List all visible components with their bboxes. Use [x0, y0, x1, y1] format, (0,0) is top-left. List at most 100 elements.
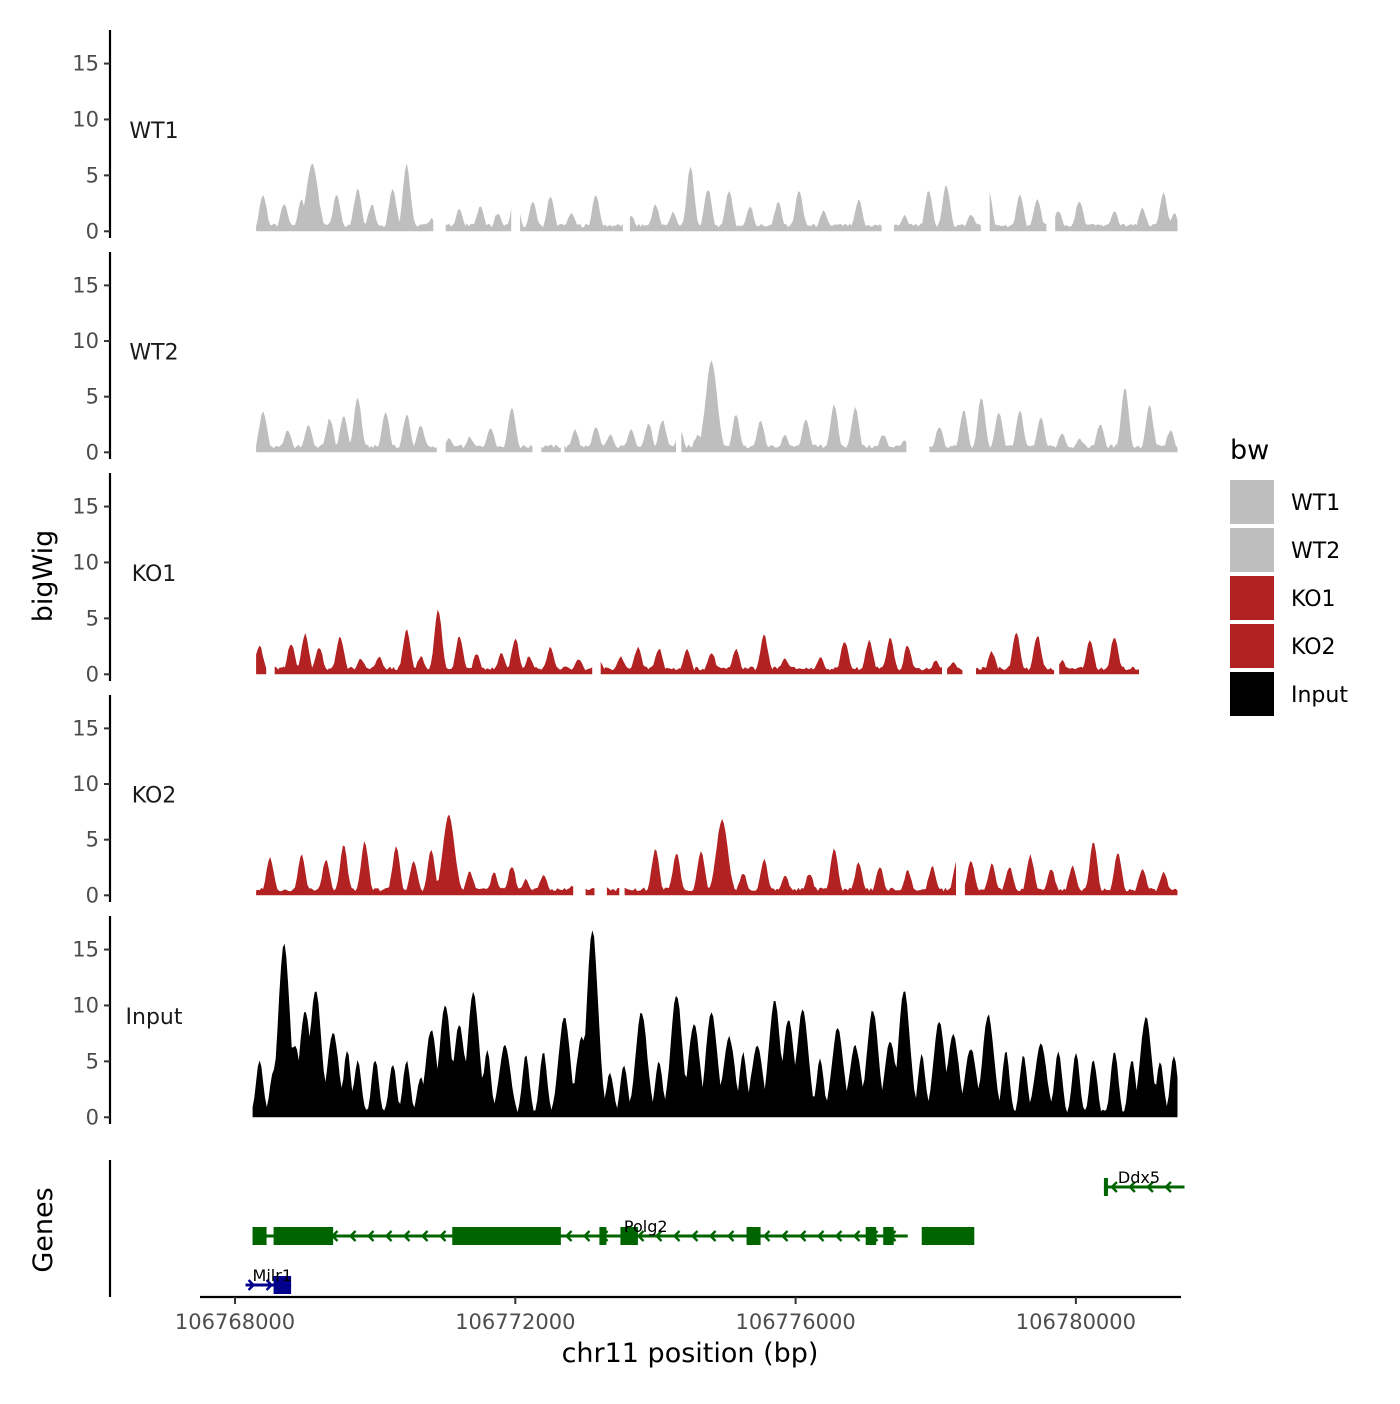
y-tick-label: 15	[72, 495, 99, 519]
track-label-ko2: KO2	[132, 784, 177, 809]
strand-arrow	[834, 1230, 843, 1242]
coverage-area-ko2	[964, 842, 1178, 896]
strand-arrow	[1146, 1181, 1154, 1193]
legend-item-wt2: WT2	[1230, 528, 1340, 572]
strand-arrow	[816, 1230, 825, 1242]
coverage-area-ko2	[256, 814, 574, 896]
legend-item-ko1: KO1	[1230, 576, 1336, 620]
coverage-area-input	[252, 930, 1178, 1118]
legend-swatch	[1230, 624, 1274, 668]
coverage-area-ko2	[585, 888, 595, 896]
exon	[273, 1276, 292, 1294]
y-tick-label: 0	[86, 219, 99, 243]
y-tick-label: 5	[86, 828, 99, 852]
strand-arrow	[1110, 1181, 1118, 1193]
legend-swatch	[1230, 576, 1274, 620]
y-tick-label: 10	[72, 107, 99, 131]
strand-arrow	[798, 1230, 807, 1242]
y-tick-label: 0	[86, 662, 99, 686]
exon	[883, 1227, 894, 1245]
exon	[599, 1227, 607, 1245]
strand-arrow	[726, 1230, 735, 1242]
exon	[865, 1227, 877, 1245]
exon	[252, 1227, 267, 1245]
coverage-area-wt1	[989, 192, 1047, 232]
exon	[921, 1227, 975, 1245]
y-tick-label: 10	[72, 550, 99, 574]
legend-title: bw	[1230, 435, 1269, 466]
strand-arrow	[366, 1230, 375, 1242]
legend-item-wt1: WT1	[1230, 480, 1340, 524]
strand-arrow	[708, 1230, 717, 1242]
legend-swatch	[1230, 480, 1274, 524]
coverage-area-wt1	[629, 166, 882, 232]
y-tick-label: 15	[72, 273, 99, 297]
strand-arrow	[852, 1230, 861, 1242]
legend-label: WT1	[1291, 491, 1340, 516]
coverage-area-ko2	[606, 887, 620, 896]
coverage-area-ko2	[624, 818, 956, 896]
track-label-ko1: KO1	[132, 562, 177, 587]
strand-arrow	[348, 1230, 357, 1242]
y-tick-label: 0	[86, 883, 99, 907]
coverage-area-ko1	[1059, 638, 1139, 675]
strand-arrow	[672, 1230, 681, 1242]
y-axis-title: bigWig	[28, 530, 59, 623]
legend-label: KO2	[1291, 635, 1336, 660]
track-label-input: Input	[126, 1005, 183, 1030]
y-tick-label: 0	[86, 1105, 99, 1129]
strand-arrow	[1164, 1181, 1172, 1193]
exon	[746, 1227, 761, 1245]
coverage-area-wt1	[520, 195, 623, 232]
track-panel-wt2: 0 5 10 15 WT2	[72, 252, 1178, 464]
y-tick-label: 5	[86, 385, 99, 409]
strand-arrow	[438, 1230, 447, 1242]
track-label-wt2: WT2	[129, 341, 178, 366]
y-tick-label: 15	[72, 716, 99, 740]
legend-item-input: Input	[1230, 672, 1348, 716]
track-label-wt1: WT1	[129, 119, 178, 144]
x-tick-label: 106780000	[1016, 1310, 1136, 1334]
gene-milr1: Milr1	[245, 1266, 292, 1294]
x-tick-label: 106772000	[455, 1310, 575, 1334]
coverage-area-ko1	[976, 632, 1055, 675]
coverage-area-ko1	[600, 634, 942, 675]
exon	[620, 1227, 638, 1245]
coverage-area-ko1	[274, 609, 593, 675]
strand-arrow	[636, 1230, 645, 1242]
strand-arrow	[420, 1230, 429, 1242]
strand-arrow	[582, 1230, 591, 1242]
track-panel-input: 0 5 10 15 Input	[72, 916, 1178, 1129]
strand-arrow	[247, 1279, 256, 1291]
coverage-area-ko1	[256, 645, 267, 675]
gene-label-ddx5: Ddx5	[1118, 1168, 1160, 1187]
gene-polg2: Polg2	[252, 1217, 975, 1245]
gene-ddx5: Ddx5	[1103, 1168, 1185, 1196]
strand-arrow	[654, 1230, 663, 1242]
strand-arrow	[402, 1230, 411, 1242]
strand-arrow	[780, 1230, 789, 1242]
strand-arrow	[690, 1230, 699, 1242]
y-tick-label: 15	[72, 52, 99, 76]
track-panel-ko1: 0 5 10 15 KO1	[72, 473, 1139, 686]
legend-label: WT2	[1291, 539, 1340, 564]
coverage-area-wt1	[445, 206, 512, 232]
legend-swatch	[1230, 528, 1274, 572]
track-panel-wt1: 0 5 10 15 WT1	[72, 30, 1178, 243]
y-tick-label: 0	[86, 440, 99, 464]
y-tick-label: 10	[72, 329, 99, 353]
coverage-area-wt2	[681, 360, 907, 453]
coverage-area-wt1	[894, 185, 981, 232]
exon	[1103, 1178, 1108, 1196]
x-axis-title: chr11 position (bp)	[562, 1338, 819, 1369]
y-tick-label: 5	[86, 606, 99, 630]
gene-label-milr1: Milr1	[253, 1266, 292, 1285]
coverage-area-wt2	[564, 420, 676, 453]
track-panel-ko2: 0 5 10 15 KO2	[72, 695, 1178, 907]
y-tick-label: 5	[86, 163, 99, 187]
coverage-area-ko1	[947, 662, 963, 675]
coverage-area-wt1	[1055, 192, 1178, 232]
coverage-area-wt2	[445, 408, 533, 453]
y-tick-label: 10	[72, 772, 99, 796]
